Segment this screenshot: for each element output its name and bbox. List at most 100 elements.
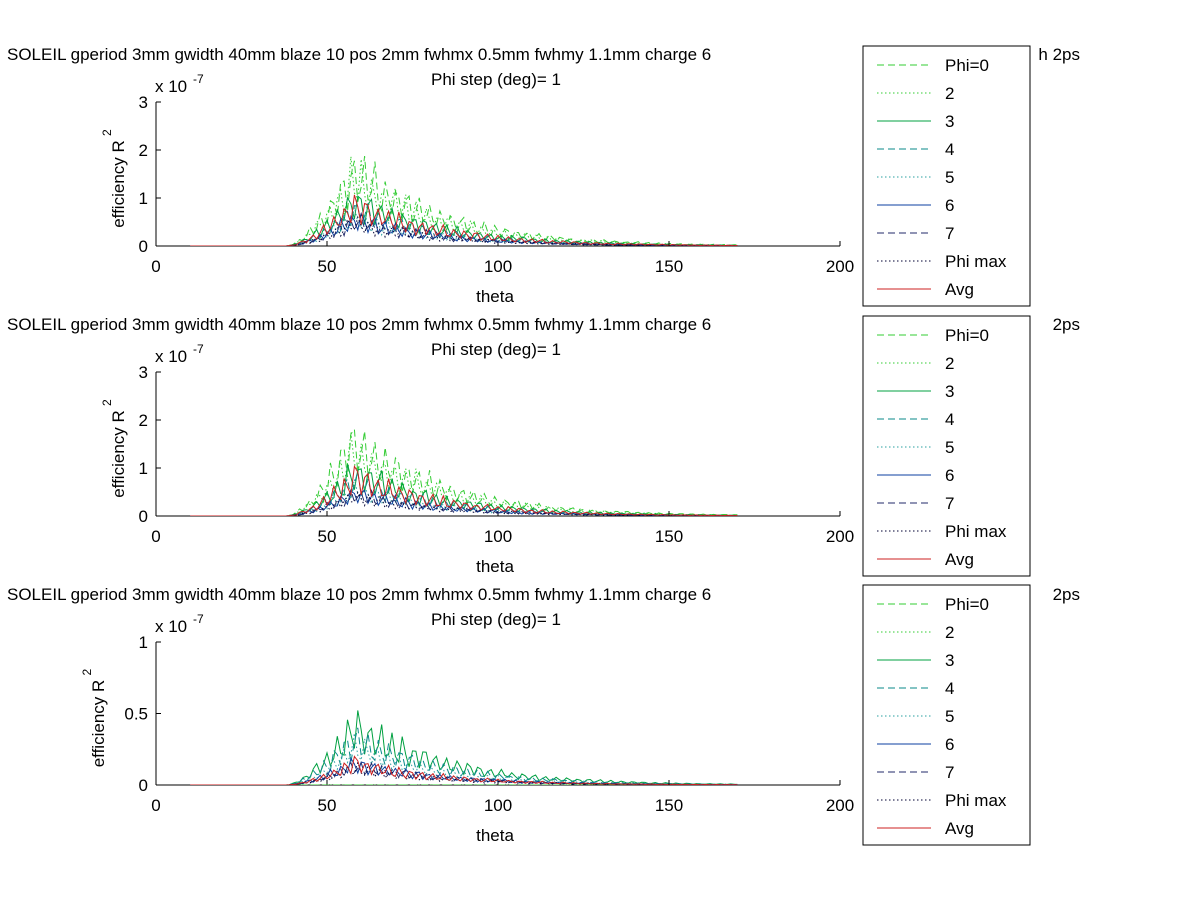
- legend-label: 4: [945, 679, 954, 698]
- y-axis-label-superscript: 2: [80, 669, 94, 676]
- subplot-2: SOLEIL gperiod 3mm gwidth 40mm blaze 10 …: [7, 315, 1080, 577]
- series-line-9: [190, 194, 738, 246]
- subplot-1: SOLEIL gperiod 3mm gwidth 40mm blaze 10 …: [7, 45, 1080, 307]
- legend-box: [862, 45, 1031, 307]
- subplot-3: SOLEIL gperiod 3mm gwidth 40mm blaze 10 …: [7, 584, 1080, 846]
- x-tick-label: 100: [484, 527, 512, 546]
- y-tick-label: 3: [139, 93, 148, 112]
- legend-label: 4: [945, 140, 954, 159]
- series-line-8: [190, 491, 738, 516]
- y-axis-label: efficiency R: [89, 680, 108, 768]
- x-tick-label: 200: [826, 796, 854, 815]
- legend-label: 6: [945, 735, 954, 754]
- y-tick-label: 1: [139, 189, 148, 208]
- chart-subtitle: Phi step (deg)= 1: [431, 610, 561, 629]
- x-tick-label: 50: [318, 527, 337, 546]
- legend-label: 6: [945, 466, 954, 485]
- legend-label: Phi max: [945, 522, 1007, 541]
- x-tick-label: 150: [655, 796, 683, 815]
- legend-label: 2: [945, 354, 954, 373]
- x-tick-label: 0: [151, 257, 160, 276]
- series-line-2: [190, 156, 738, 246]
- series-line-8: [190, 760, 738, 785]
- chart-subtitle: Phi step (deg)= 1: [431, 70, 561, 89]
- y-tick-label: 0: [139, 237, 148, 256]
- legend-label: Avg: [945, 819, 974, 838]
- legend-label: 3: [945, 651, 954, 670]
- y-tick-label: 3: [139, 363, 148, 382]
- chart-title: SOLEIL gperiod 3mm gwidth 40mm blaze 10 …: [7, 315, 711, 334]
- x-tick-label: 50: [318, 796, 337, 815]
- series-line-9: [190, 464, 738, 516]
- x-tick-label: 50: [318, 257, 337, 276]
- x-tick-label: 200: [826, 257, 854, 276]
- x-tick-label: 150: [655, 527, 683, 546]
- legend-label: 3: [945, 112, 954, 131]
- x-tick-label: 200: [826, 527, 854, 546]
- legend-label: Phi max: [945, 252, 1007, 271]
- legend: Phi=0 2 3 4 5 6 7 Phi max Avg: [862, 315, 1031, 577]
- y-exponent-superscript: -7: [193, 342, 204, 356]
- y-exponent-label: x 10: [155, 77, 187, 96]
- legend-box: [862, 315, 1031, 577]
- y-axis-label: efficiency R: [109, 140, 128, 228]
- legend-label: 7: [945, 763, 954, 782]
- y-exponent-superscript: -7: [193, 612, 204, 626]
- legend-label: 2: [945, 84, 954, 103]
- x-tick-label: 0: [151, 527, 160, 546]
- chart-title: SOLEIL gperiod 3mm gwidth 40mm blaze 10 …: [7, 45, 711, 64]
- chart-title-tail: h 2ps: [1038, 45, 1080, 64]
- legend-label: 5: [945, 438, 954, 457]
- x-axis-label: theta: [476, 287, 514, 306]
- chart-title-tail: 2ps: [1053, 585, 1080, 604]
- legend-label: 3: [945, 382, 954, 401]
- legend-label: Phi max: [945, 791, 1007, 810]
- y-axis-label: efficiency R: [109, 410, 128, 498]
- legend-label: 7: [945, 494, 954, 513]
- legend-label: 7: [945, 224, 954, 243]
- y-exponent-superscript: -7: [193, 72, 204, 86]
- legend-label: 5: [945, 168, 954, 187]
- plot-area: [190, 155, 738, 246]
- x-axis-label: theta: [476, 557, 514, 576]
- y-tick-label: 0: [139, 776, 148, 795]
- chart-title-tail: 2ps: [1053, 315, 1080, 334]
- series-line-9: [190, 755, 738, 785]
- x-tick-label: 0: [151, 796, 160, 815]
- x-tick-label: 150: [655, 257, 683, 276]
- legend-label: Phi=0: [945, 595, 989, 614]
- legend-label: 5: [945, 707, 954, 726]
- y-exponent-label: x 10: [155, 347, 187, 366]
- y-tick-label: 2: [139, 411, 148, 430]
- x-axis-label: theta: [476, 826, 514, 845]
- y-axis-label-superscript: 2: [100, 129, 114, 136]
- series-line-4: [190, 203, 738, 246]
- chart-title: SOLEIL gperiod 3mm gwidth 40mm blaze 10 …: [7, 585, 711, 604]
- x-tick-label: 100: [484, 796, 512, 815]
- legend-label: 4: [945, 410, 954, 429]
- legend-box: [862, 584, 1031, 846]
- chart-subtitle: Phi step (deg)= 1: [431, 340, 561, 359]
- y-axis-label-superscript: 2: [100, 399, 114, 406]
- legend-label: 6: [945, 196, 954, 215]
- series-line-3: [190, 710, 738, 785]
- y-tick-label: 0: [139, 507, 148, 526]
- legend: Phi=0 2 3 4 5 6 7 Phi max Avg: [862, 584, 1031, 846]
- y-exponent-label: x 10: [155, 617, 187, 636]
- subplots: SOLEIL gperiod 3mm gwidth 40mm blaze 10 …: [7, 45, 1080, 846]
- legend-label: Avg: [945, 280, 974, 299]
- legend-label: Avg: [945, 550, 974, 569]
- legend-label: Phi=0: [945, 56, 989, 75]
- x-tick-label: 100: [484, 257, 512, 276]
- legend-label: 2: [945, 623, 954, 642]
- plot-area: [190, 427, 738, 516]
- series-line-1: [190, 427, 738, 516]
- y-tick-label: 2: [139, 141, 148, 160]
- y-tick-label: 1: [139, 633, 148, 652]
- plot-area: [190, 710, 738, 785]
- y-tick-label: 1: [139, 459, 148, 478]
- y-tick-label: 0.5: [124, 705, 148, 724]
- legend-label: Phi=0: [945, 326, 989, 345]
- legend: Phi=0 2 3 4 5 6 7 Phi max Avg: [862, 45, 1031, 307]
